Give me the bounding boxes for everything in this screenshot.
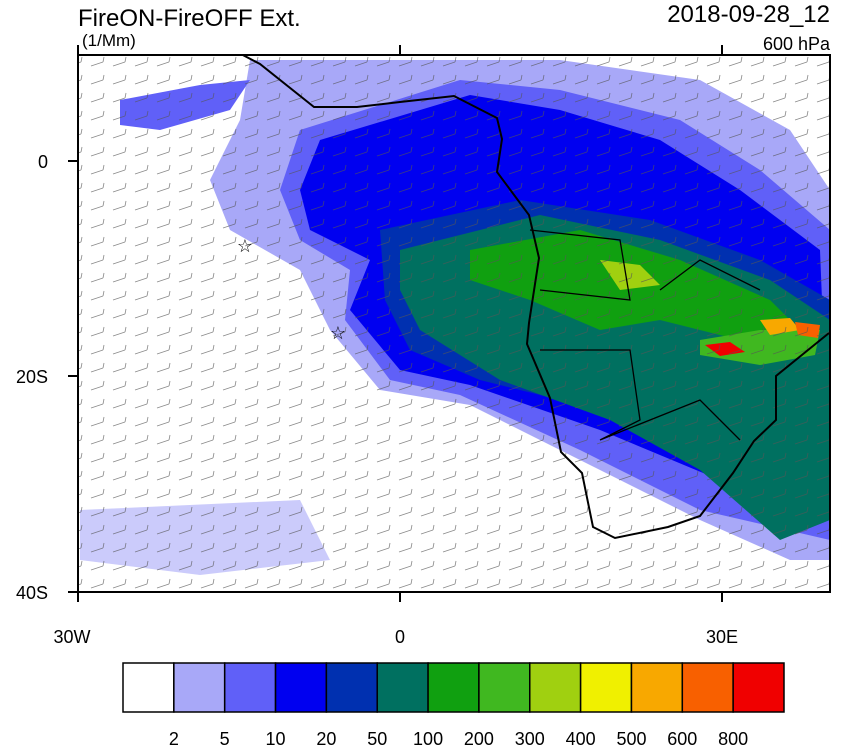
- colorbar: 2 5 10 20 50 100 200 300 400 500 600 800: [122, 662, 785, 747]
- colorbar-box: [630, 662, 684, 713]
- map-field: ☆ ☆: [78, 55, 830, 592]
- colorbar-box: [223, 662, 277, 713]
- colorbar-box: [681, 662, 734, 713]
- title: FireON-FireOFF Ext.: [78, 5, 301, 32]
- colorbar-box: [325, 662, 378, 713]
- colorbar-box: [173, 662, 226, 713]
- units: (1/Mm): [82, 31, 136, 50]
- lon-label: 30E: [706, 627, 738, 647]
- colorbar-label: 200: [464, 729, 494, 747]
- colorbar-box: [274, 662, 328, 713]
- colorbar-box: [529, 662, 582, 713]
- colorbar-label: 5: [220, 729, 230, 747]
- colorbar-label: 100: [413, 729, 443, 747]
- colorbar-box: [376, 662, 429, 713]
- colorbar-box: [478, 662, 531, 713]
- map-frame: [77, 54, 831, 593]
- svg-text:☆: ☆: [330, 323, 346, 343]
- lon-label: 30W: [53, 627, 90, 647]
- level: 600 hPa: [763, 34, 831, 54]
- colorbar-label: 2: [169, 729, 179, 747]
- colorbar-box: [579, 662, 633, 713]
- colorbar-label: 400: [566, 729, 596, 747]
- colorbar-box: [732, 662, 785, 713]
- colorbar-label: 20: [316, 729, 336, 747]
- lat-label: 40S: [16, 583, 48, 603]
- frame-ticks: [68, 45, 723, 602]
- lon-label: 0: [395, 627, 405, 647]
- colorbar-label: 600: [667, 729, 697, 747]
- colorbar-label: 800: [718, 729, 748, 747]
- date: 2018-09-28_12: [667, 1, 830, 28]
- lat-label: 0: [38, 152, 48, 172]
- lat-label: 20S: [16, 367, 48, 387]
- colorbar-label: 500: [616, 729, 646, 747]
- colorbar-label: 50: [367, 729, 387, 747]
- colorbar-box: [122, 662, 175, 713]
- colorbar-label: 10: [266, 729, 286, 747]
- colorbar-label: 300: [515, 729, 545, 747]
- svg-text:☆: ☆: [237, 236, 253, 256]
- colorbar-box: [427, 662, 480, 713]
